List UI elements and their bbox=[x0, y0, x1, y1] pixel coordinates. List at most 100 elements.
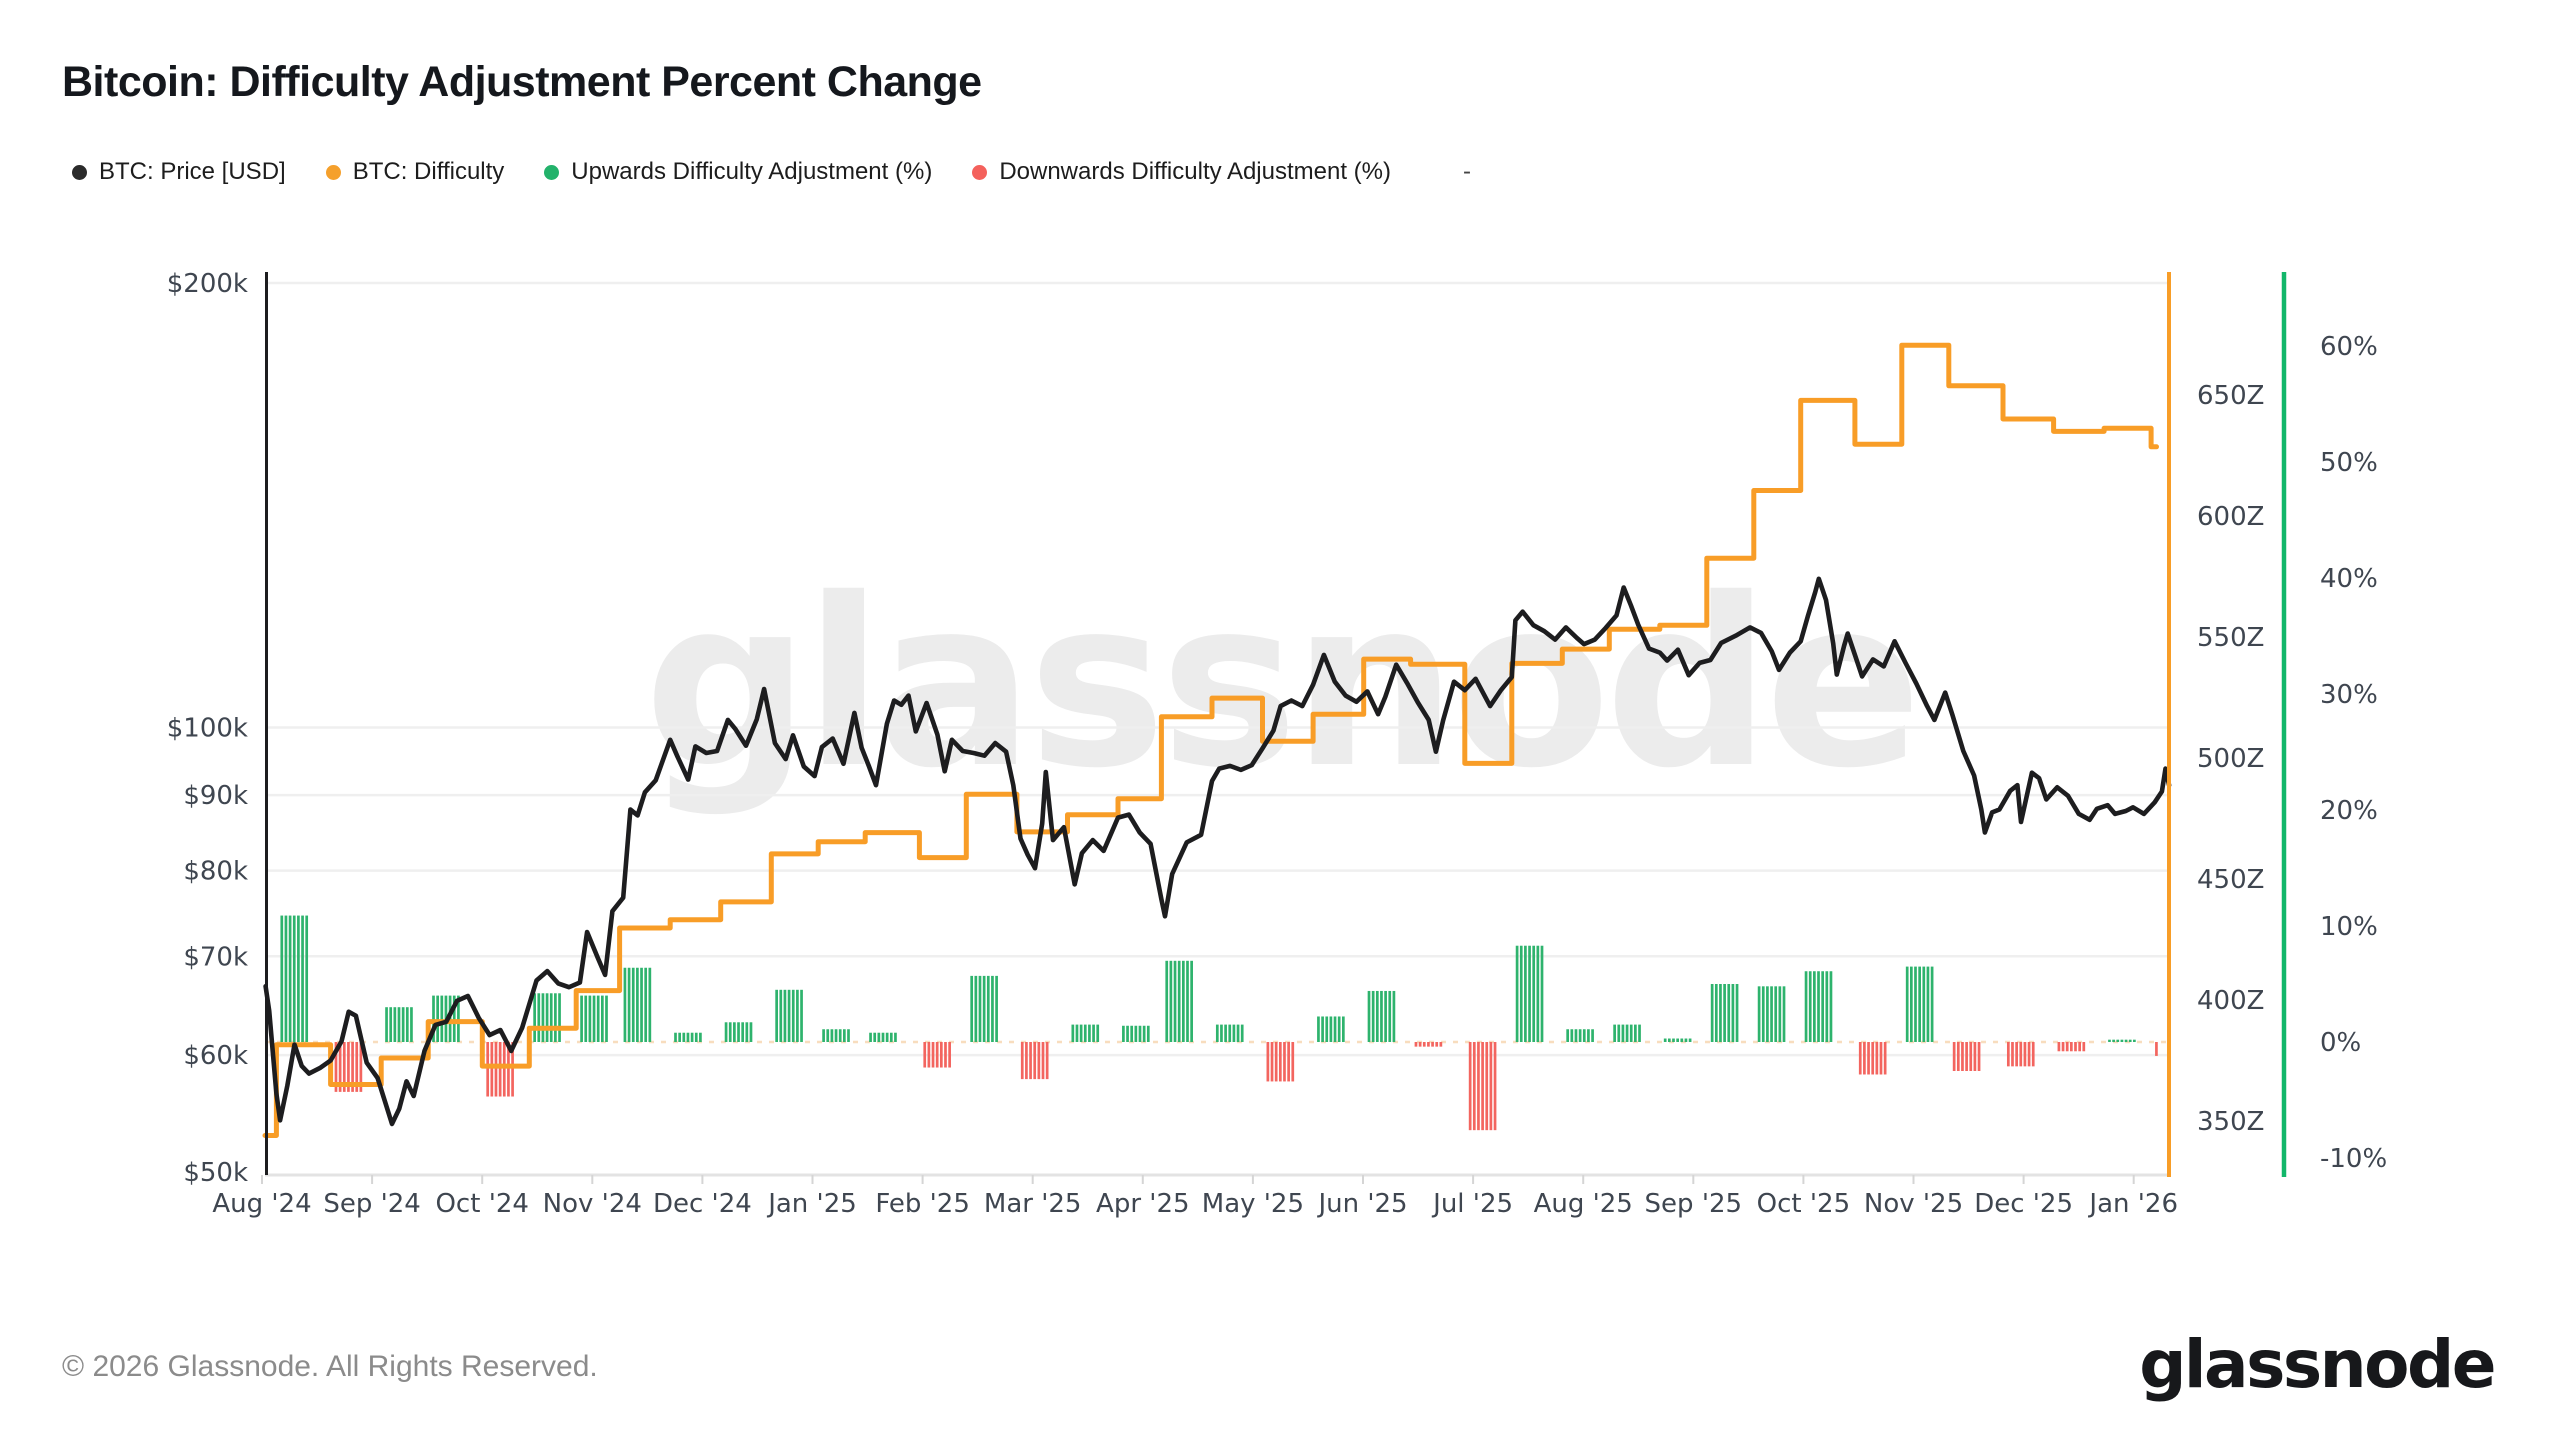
svg-text:Apr '25: Apr '25 bbox=[1096, 1189, 1189, 1219]
plot-area[interactable] bbox=[265, 283, 2169, 1175]
legend-item-btc-difficulty[interactable]: BTC: Difficulty bbox=[325, 158, 505, 186]
svg-text:Oct '25: Oct '25 bbox=[1757, 1189, 1850, 1219]
downward-adjustment-bar bbox=[923, 1042, 951, 1068]
svg-text:Aug '25: Aug '25 bbox=[1534, 1189, 1633, 1219]
svg-text:600Z: 600Z bbox=[2197, 502, 2264, 532]
svg-text:Aug '24: Aug '24 bbox=[212, 1189, 311, 1219]
legend-dot-icon bbox=[72, 164, 87, 180]
svg-text:350Z: 350Z bbox=[2197, 1107, 2264, 1137]
svg-text:Sep '24: Sep '24 bbox=[323, 1189, 421, 1219]
price-axis-labels: $200k $100k $90k $80k $70k $60k $50k bbox=[167, 269, 248, 1188]
legend-dot-icon bbox=[325, 164, 341, 180]
upward-adjustment-bar bbox=[385, 1007, 413, 1042]
downward-adjustment-bar bbox=[1414, 1042, 1443, 1047]
month-axis-labels: Aug '24 Sep '24 Oct '24 Nov '24 Dec '24 Jan '… bbox=[212, 1175, 2178, 1219]
copyright-text: © 2026 Glassnode. All Rights Reserved. bbox=[62, 1350, 598, 1383]
svg-text:60%: 60% bbox=[2320, 332, 2378, 362]
svg-text:-10%: -10% bbox=[2320, 1144, 2387, 1174]
difficulty-adjustment-bars bbox=[280, 915, 2158, 1131]
svg-text:30%: 30% bbox=[2320, 680, 2378, 710]
percent-axis-labels: 60% 50% 40% 30% 20% 10% 0% -10% bbox=[2320, 332, 2387, 1174]
upward-adjustment-bar bbox=[1663, 1038, 1692, 1042]
glassnode-logo: glassnode bbox=[2139, 1326, 2496, 1403]
svg-text:$90k: $90k bbox=[183, 781, 248, 811]
svg-text:20%: 20% bbox=[2320, 796, 2378, 826]
svg-text:50%: 50% bbox=[2320, 448, 2378, 478]
upward-adjustment-bar bbox=[280, 915, 309, 1042]
upward-adjustment-bar bbox=[1515, 945, 1544, 1042]
legend-item-label: BTC: Price [USD] bbox=[99, 158, 286, 185]
legend-item-label: Downwards Difficulty Adjustment (%) bbox=[999, 158, 1391, 185]
upward-adjustment-bar bbox=[1367, 990, 1396, 1042]
svg-text:$60k: $60k bbox=[183, 1041, 248, 1071]
svg-text:Jul '25: Jul '25 bbox=[1431, 1189, 1513, 1219]
downward-adjustment-bar bbox=[1020, 1042, 1049, 1080]
svg-text:Sep '25: Sep '25 bbox=[1645, 1189, 1743, 1219]
downward-adjustment-bar bbox=[2155, 1042, 2158, 1056]
svg-text:400Z: 400Z bbox=[2197, 986, 2264, 1016]
upward-adjustment-bar bbox=[1165, 960, 1193, 1042]
legend-item-downwards-difficulty-adjustment[interactable]: Downwards Difficulty Adjustment (%) bbox=[972, 158, 1391, 186]
downward-adjustment-bar bbox=[2006, 1042, 2035, 1067]
upward-adjustment-bar bbox=[580, 995, 608, 1042]
svg-text:$200k: $200k bbox=[167, 269, 248, 299]
upward-adjustment-bar bbox=[1905, 966, 1934, 1042]
svg-text:Nov '25: Nov '25 bbox=[1864, 1189, 1963, 1219]
svg-text:550Z: 550Z bbox=[2197, 623, 2264, 653]
svg-text:0%: 0% bbox=[2320, 1028, 2361, 1058]
upward-adjustment-bar bbox=[970, 975, 998, 1042]
upward-adjustment-bar bbox=[869, 1032, 897, 1042]
downward-adjustment-bar bbox=[2057, 1042, 2086, 1052]
upward-adjustment-bar bbox=[533, 993, 561, 1042]
svg-text:Jan '25: Jan '25 bbox=[766, 1189, 857, 1219]
legend-item-label: Upwards Difficulty Adjustment (%) bbox=[571, 158, 933, 185]
legend-dot-icon bbox=[972, 164, 988, 180]
svg-text:Dec '24: Dec '24 bbox=[653, 1189, 752, 1219]
downward-adjustment-bar bbox=[1266, 1042, 1295, 1082]
axis-spines bbox=[265, 272, 2287, 1177]
svg-text:$70k: $70k bbox=[183, 942, 248, 972]
svg-text:May '25: May '25 bbox=[1202, 1189, 1304, 1219]
svg-text:450Z: 450Z bbox=[2197, 865, 2264, 895]
svg-text:500Z: 500Z bbox=[2197, 744, 2264, 774]
svg-text:$50k: $50k bbox=[183, 1158, 248, 1188]
legend-item-label: BTC: Difficulty bbox=[352, 158, 505, 185]
upward-adjustment-bar bbox=[1710, 984, 1739, 1042]
legend-item-btc-price-usd[interactable]: BTC: Price [USD] bbox=[72, 158, 286, 186]
svg-text:Oct '24: Oct '24 bbox=[435, 1189, 528, 1219]
upward-adjustment-bar bbox=[1566, 1029, 1594, 1042]
downward-adjustment-bar bbox=[486, 1042, 514, 1097]
legend-trailing-dash: - bbox=[1463, 158, 1471, 185]
upward-adjustment-bar bbox=[724, 1022, 753, 1042]
legend: BTC: Price [USD] BTC: Difficulty Upwards D… bbox=[72, 158, 1471, 186]
upward-adjustment-bar bbox=[1215, 1024, 1244, 1042]
svg-text:$100k: $100k bbox=[167, 714, 248, 744]
svg-text:Mar '25: Mar '25 bbox=[984, 1189, 1082, 1219]
upward-adjustment-bar bbox=[1317, 1016, 1345, 1042]
upward-adjustment-bar bbox=[674, 1032, 702, 1042]
price-line bbox=[263, 576, 2172, 1127]
svg-text:$80k: $80k bbox=[183, 857, 248, 887]
upward-adjustment-bar bbox=[1613, 1024, 1641, 1042]
upward-adjustment-bar bbox=[2108, 1039, 2136, 1042]
legend-dot-icon bbox=[544, 164, 560, 180]
difficulty-axis-labels: 650Z 600Z 550Z 500Z 450Z 400Z 350Z bbox=[2197, 381, 2264, 1137]
svg-text:Jun '25: Jun '25 bbox=[1316, 1189, 1407, 1219]
gridlines bbox=[265, 281, 2169, 1177]
svg-text:Dec '25: Dec '25 bbox=[1974, 1189, 2073, 1219]
svg-text:650Z: 650Z bbox=[2197, 381, 2264, 411]
upward-adjustment-bar bbox=[1757, 986, 1786, 1042]
svg-text:Nov '24: Nov '24 bbox=[543, 1189, 642, 1219]
downward-adjustment-bar bbox=[334, 1042, 363, 1092]
upward-adjustment-bar bbox=[822, 1029, 850, 1042]
legend-item-upwards-difficulty-adjustment[interactable]: Upwards Difficulty Adjustment (%) bbox=[544, 158, 932, 186]
upward-adjustment-bar bbox=[1804, 971, 1833, 1042]
page-title: Bitcoin: Difficulty Adjustment Percent C… bbox=[62, 58, 982, 106]
svg-text:40%: 40% bbox=[2320, 564, 2378, 594]
difficulty-line bbox=[262, 342, 2159, 1138]
downward-adjustment-bar bbox=[1952, 1042, 1981, 1071]
upward-adjustment-bar bbox=[1071, 1024, 1100, 1042]
svg-text:Feb '25: Feb '25 bbox=[875, 1189, 970, 1219]
